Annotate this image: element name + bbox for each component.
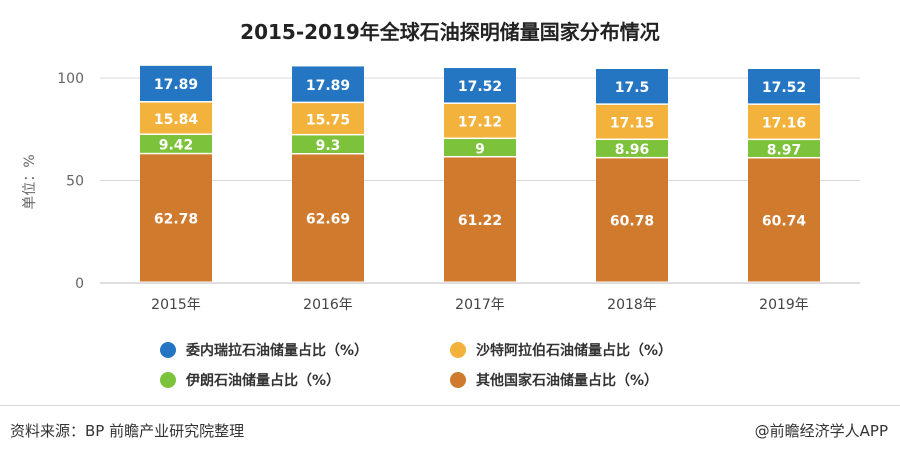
data-label: 17.52 <box>458 79 502 95</box>
legend-label: 伊朗石油储量占比（%） <box>186 373 341 389</box>
y-tick-label: 100 <box>57 71 84 87</box>
legend-label: 其他国家石油储量占比（%） <box>476 373 659 389</box>
bar-segment <box>444 157 516 282</box>
brand-credit: @前瞻经济学人APP <box>754 422 888 440</box>
legend-dot <box>160 372 176 388</box>
data-label: 60.74 <box>762 214 807 230</box>
data-label: 17.89 <box>154 77 198 93</box>
data-label: 17.52 <box>762 80 806 96</box>
bar-segment <box>748 69 820 104</box>
data-label: 15.84 <box>154 112 199 128</box>
bar-segment <box>748 104 820 139</box>
bar-segment <box>140 102 212 134</box>
bar-segment <box>444 68 516 103</box>
data-label: 62.78 <box>154 212 198 228</box>
bar-segment <box>140 65 212 102</box>
data-label: 8.97 <box>767 142 802 158</box>
stacked-bar-chart: 0 50 100 2015年 2016年 2017年 2018年 2019年 62.78 9.4… <box>22 65 860 313</box>
x-tick-label: 2019年 <box>759 297 809 313</box>
data-label: 17.15 <box>610 115 654 131</box>
data-label: 15.75 <box>306 112 350 128</box>
data-label: 9.3 <box>316 138 341 154</box>
legend-dot <box>160 342 176 358</box>
bar-segment <box>292 135 364 153</box>
x-tick-label: 2016年 <box>303 297 353 313</box>
bar-segment <box>444 103 516 138</box>
y-axis-label: 单位：% <box>22 154 38 209</box>
data-label: 62.69 <box>306 212 350 228</box>
legend-label: 沙特阿拉伯石油储量占比（%） <box>476 343 673 359</box>
data-label: 17.16 <box>762 116 806 132</box>
bar-segment <box>292 154 364 282</box>
footer: 资料来源：BP 前瞻产业研究院整理 @前瞻经济学人APP <box>0 405 900 461</box>
y-tick-label: 50 <box>66 174 84 190</box>
chart-title: 2015-2019年全球石油探明储量国家分布情况 <box>240 20 660 44</box>
bar-segment <box>596 140 668 157</box>
data-label: 17.12 <box>458 115 502 131</box>
bar-segment <box>748 158 820 282</box>
data-label: 9 <box>475 141 485 157</box>
source-note: 资料来源：BP 前瞻产业研究院整理 <box>10 422 245 440</box>
bar-segment <box>596 158 668 282</box>
legend: 委内瑞拉石油储量占比（%） 沙特阿拉伯石油储量占比（%） 伊朗石油储量占比（%）… <box>160 340 760 390</box>
bar-segment <box>444 139 516 156</box>
legend-item-venezuela: 委内瑞拉石油储量占比（%） <box>160 340 450 360</box>
data-label: 8.96 <box>615 142 650 158</box>
data-label: 17.89 <box>306 78 350 94</box>
data-labels: 62.78 9.42 15.84 17.89 62.69 9.3 15.75 17.89 61.… <box>154 77 807 230</box>
x-tick-label: 2017年 <box>455 297 505 313</box>
bar-segment <box>596 104 668 139</box>
data-label: 61.22 <box>458 213 502 229</box>
legend-item-other-countries: 其他国家石油储量占比（%） <box>450 370 750 390</box>
bar-segment <box>748 140 820 157</box>
bar-segment <box>596 69 668 104</box>
legend-dot <box>450 342 466 358</box>
data-label: 9.42 <box>159 138 194 154</box>
bar-segment <box>292 66 364 102</box>
bar-segment <box>292 103 364 134</box>
x-tick-label: 2015年 <box>151 297 201 313</box>
bar-segment <box>140 154 212 282</box>
x-tick-label: 2018年 <box>607 297 657 313</box>
legend-label: 委内瑞拉石油储量占比（%） <box>186 343 369 359</box>
data-label: 17.5 <box>615 80 650 96</box>
legend-item-iran: 伊朗石油储量占比（%） <box>160 370 450 390</box>
bar-segment <box>140 134 212 153</box>
y-tick-label: 0 <box>75 276 84 292</box>
bars <box>140 65 820 282</box>
axes: 0 50 100 2015年 2016年 2017年 2018年 2019年 <box>57 71 809 313</box>
legend-item-saudi-arabia: 沙特阿拉伯石油储量占比（%） <box>450 340 750 360</box>
data-label: 60.78 <box>610 214 654 230</box>
legend-dot <box>450 372 466 388</box>
